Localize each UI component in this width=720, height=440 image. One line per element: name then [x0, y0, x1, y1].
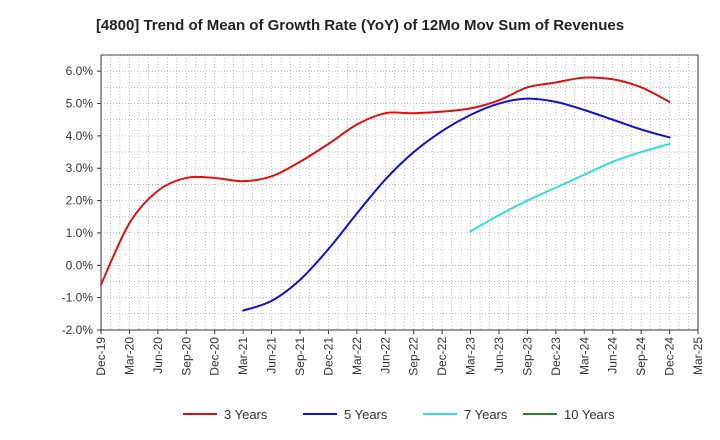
x-tick-label: Mar-21	[236, 337, 250, 375]
x-tick-label: Sep-23	[520, 337, 534, 376]
x-tick-label: Mar-22	[350, 337, 364, 375]
y-axis-ticks: -2.0% -1.0% 0.0% 1.0% 2.0% 3.0% 4.0% 5.0% 6.0%	[62, 64, 101, 337]
legend-label-5-years: 5 Years	[344, 407, 388, 422]
y-tick-label: 3.0%	[66, 161, 94, 175]
y-tick-label: -1.0%	[62, 291, 94, 305]
x-tick-label: Mar-25	[691, 337, 705, 375]
x-tick-label: Sep-20	[179, 337, 193, 376]
x-tick-label: Mar-23	[464, 337, 478, 375]
y-tick-label: 2.0%	[66, 194, 94, 208]
x-tick-label: Dec-19	[94, 337, 108, 376]
y-tick-label: 5.0%	[66, 97, 94, 111]
series-line-7-years	[469, 142, 671, 233]
legend-label-3-years: 3 Years	[224, 407, 268, 422]
x-tick-label: Jun-22	[378, 337, 392, 374]
x-tick-label: Dec-23	[549, 337, 563, 376]
y-tick-label: 0.0%	[66, 258, 94, 272]
x-tick-label: Sep-21	[293, 337, 307, 376]
x-tick-label: Sep-24	[634, 337, 648, 376]
x-tick-label: Dec-21	[321, 337, 335, 376]
legend: 3 Years 5 Years 7 Years 10 Years	[183, 407, 615, 422]
x-tick-label: Jun-24	[606, 337, 620, 374]
plot-area	[100, 54, 699, 331]
x-tick-label: Mar-24	[577, 337, 591, 375]
x-tick-label: Jun-21	[265, 337, 279, 374]
x-tick-label: Jun-20	[151, 337, 165, 374]
y-tick-label: 4.0%	[66, 129, 94, 143]
x-tick-label: Jun-23	[492, 337, 506, 374]
series-line-3-years	[100, 76, 671, 286]
y-tick-label: -2.0%	[62, 323, 94, 337]
y-tick-label: 1.0%	[66, 226, 94, 240]
x-axis-ticks: Dec-19 Mar-20 Jun-20 Sep-20 Dec-20 Mar-21 Jun-…	[94, 330, 705, 376]
x-tick-label: Sep-22	[407, 337, 421, 376]
x-tick-label: Dec-22	[435, 337, 449, 376]
x-tick-label: Mar-20	[122, 337, 136, 375]
series-layer	[100, 76, 671, 312]
x-tick-label: Dec-24	[663, 337, 677, 376]
x-tick-label: Dec-20	[208, 337, 222, 376]
legend-label-10-years: 10 Years	[564, 407, 615, 422]
y-tick-label: 6.0%	[66, 64, 94, 78]
series-line-5-years	[242, 97, 671, 312]
plot-frame	[100, 54, 699, 331]
chart-title: [4800] Trend of Mean of Growth Rate (YoY…	[96, 17, 624, 34]
legend-label-7-years: 7 Years	[464, 407, 508, 422]
